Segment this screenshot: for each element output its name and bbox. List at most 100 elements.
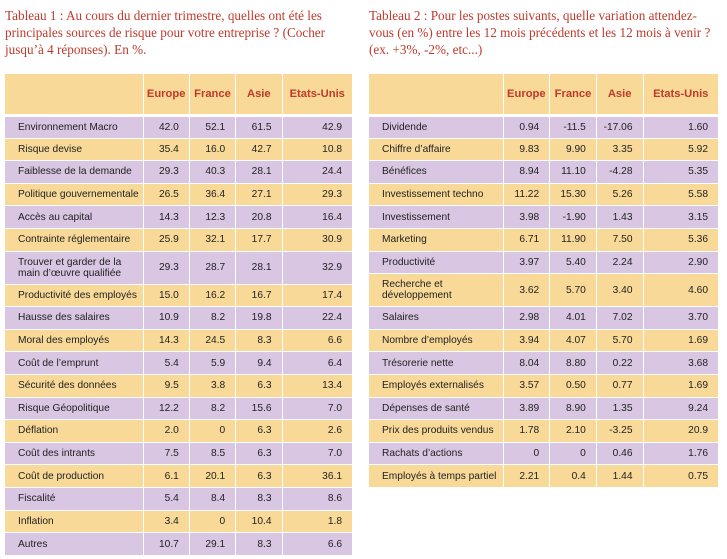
table1-header-etats-unis: Etats-Unis — [281, 74, 352, 117]
row-value: 6.3 — [235, 373, 282, 398]
table1-panel: Tableau 1 : Au cours du dernier trimestr… — [5, 0, 352, 556]
table-row: Risque Géopolitique 12.2 8.2 15.6 7.0 — [5, 396, 352, 420]
row-value: 10.9 — [142, 306, 190, 330]
row-value: 28.7 — [188, 250, 236, 285]
row-value: 12.3 — [188, 205, 236, 229]
row-label: Bénéfices — [369, 160, 503, 184]
row-value: 6.71 — [502, 227, 550, 252]
table-row: Trésorerie nette 8.04 8.80 0.22 3.68 — [369, 351, 718, 375]
table-row: Fiscalité 5.4 8.4 8.3 8.6 — [5, 486, 352, 510]
table2-header-europe: Europe — [502, 74, 550, 117]
table-row: Contrainte réglementaire 25.9 32.1 17.7 30.9 — [5, 227, 352, 252]
row-value: 15.30 — [549, 182, 597, 206]
row-value: 1.69 — [642, 373, 718, 398]
row-value: 5.26 — [595, 182, 643, 206]
row-label: Salaires — [369, 306, 503, 330]
row-value: 2.10 — [549, 419, 597, 443]
row-value: 1.69 — [642, 328, 718, 352]
table-row: Coût des intrants 7.5 8.5 6.3 7.0 — [5, 441, 352, 465]
row-value: 28.1 — [235, 250, 282, 285]
row-label: Productivité des employés — [5, 283, 143, 307]
table-row: Moral des employés 14.3 24.5 8.3 6.6 — [5, 328, 352, 352]
table1-header-row: Europe France Asie Etats-Unis — [5, 74, 352, 117]
row-value: 42.9 — [281, 115, 352, 139]
row-value: 27.1 — [235, 182, 282, 206]
row-value: 0 — [502, 441, 550, 465]
row-label: Autres — [5, 532, 143, 556]
table1-caption: Tableau 1 : Au cours du dernier trimestr… — [5, 8, 326, 57]
row-value: 5.4 — [142, 486, 190, 510]
row-value: 3.35 — [595, 137, 643, 161]
row-value: 29.3 — [142, 250, 190, 285]
row-value: 7.0 — [281, 396, 352, 420]
row-value: 3.40 — [595, 273, 643, 307]
row-value: -11.5 — [549, 115, 597, 139]
row-label: Chiffre d’affaire — [369, 137, 503, 161]
row-value: 16.7 — [235, 283, 282, 307]
row-label: Productivité — [369, 250, 503, 274]
row-value: 5.70 — [595, 328, 643, 352]
row-value: 16.2 — [188, 283, 236, 307]
row-value: 6.3 — [235, 464, 282, 488]
row-value: 8.3 — [235, 328, 282, 352]
row-value: 19.8 — [235, 306, 282, 330]
row-value: 3.94 — [502, 328, 550, 352]
row-value: 3.8 — [188, 373, 236, 398]
row-value: 17.4 — [281, 283, 352, 307]
row-value: 7.0 — [281, 441, 352, 465]
row-value: 10.7 — [142, 532, 190, 556]
row-value: 28.1 — [235, 160, 282, 184]
row-value: 10.8 — [281, 137, 352, 161]
table-row: Risque devise 35.4 16.0 42.7 10.8 — [5, 137, 352, 161]
row-value: 5.92 — [642, 137, 718, 161]
table-row: Hausse des salaires 10.9 8.2 19.8 22.4 — [5, 306, 352, 330]
row-value: 3.57 — [502, 373, 550, 398]
row-value: 24.5 — [188, 328, 236, 352]
row-label: Rachats d’actions — [369, 441, 503, 465]
row-value: 22.4 — [281, 306, 352, 330]
row-value: 36.4 — [188, 182, 236, 206]
row-value: 7.02 — [595, 306, 643, 330]
row-value: 6.6 — [281, 532, 352, 556]
table-row: Déflation 2.0 0 6.3 2.6 — [5, 419, 352, 443]
row-value: 3.68 — [642, 351, 718, 375]
row-label: Coût de l’emprunt — [5, 351, 143, 375]
row-value: 9.4 — [235, 351, 282, 375]
row-value: 30.9 — [281, 227, 352, 252]
table2-header-corner — [369, 74, 503, 117]
row-value: 5.58 — [642, 182, 718, 206]
row-value: 15.6 — [235, 396, 282, 420]
row-value: 20.9 — [642, 419, 718, 443]
row-label: Marketing — [369, 227, 503, 252]
row-value: 9.90 — [549, 137, 597, 161]
row-value: 4.60 — [642, 273, 718, 307]
row-value: 3.15 — [642, 205, 718, 229]
row-label: Employés externalisés — [369, 373, 503, 398]
row-value: 29.3 — [142, 160, 190, 184]
row-value: 42.7 — [235, 137, 282, 161]
row-value: 2.21 — [502, 464, 550, 488]
table-row: Rachats d’actions 0 0 0.46 1.76 — [369, 441, 718, 465]
table-row: Marketing 6.71 11.90 7.50 5.36 — [369, 227, 718, 252]
row-value: 5.9 — [188, 351, 236, 375]
row-value: 40.3 — [188, 160, 236, 184]
row-value: 5.35 — [642, 160, 718, 184]
row-value: 16.0 — [188, 137, 236, 161]
row-value: 1.35 — [595, 396, 643, 420]
table1-header-asie: Asie — [235, 74, 282, 117]
row-label: Inflation — [5, 509, 143, 533]
row-value: 61.5 — [235, 115, 282, 139]
row-value: 32.9 — [281, 250, 352, 285]
row-value: 4.01 — [549, 306, 597, 330]
row-value: 6.6 — [281, 328, 352, 352]
row-label: Environnement Macro — [5, 115, 143, 139]
table2-header-asie: Asie — [595, 74, 643, 117]
row-value: 8.5 — [188, 441, 236, 465]
row-value: 11.22 — [502, 182, 550, 206]
row-value: 11.10 — [549, 160, 597, 184]
row-value: 8.90 — [549, 396, 597, 420]
table-row: Autres 10.7 29.1 8.3 6.6 — [5, 532, 352, 556]
row-value: 29.1 — [188, 532, 236, 556]
table1-header-europe: Europe — [142, 74, 190, 117]
row-value: 12.2 — [142, 396, 190, 420]
